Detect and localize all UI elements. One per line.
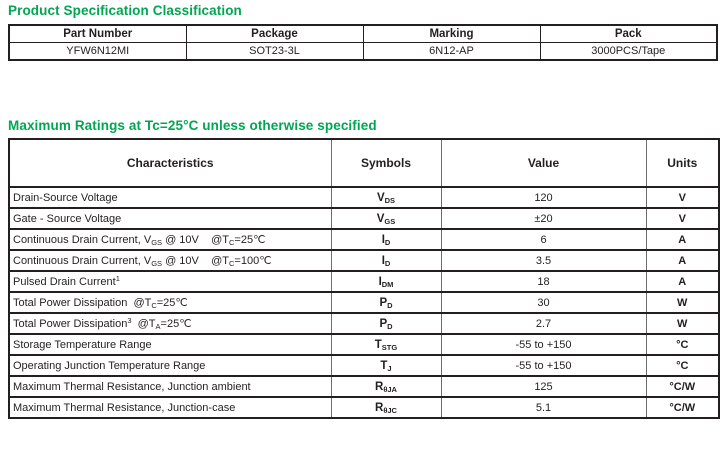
characteristic-cell: Total Power Dissipation @TC=25℃ <box>8 291 332 314</box>
characteristic-cell: Gate - Source Voltage <box>8 207 332 230</box>
value-cell: 3.5 <box>440 249 647 272</box>
value-cell: 2.7 <box>440 312 647 335</box>
units-cell: W <box>645 291 720 314</box>
package-cell: SOT23-3L <box>185 41 364 61</box>
units-cell: A <box>645 249 720 272</box>
value-cell: -55 to +150 <box>440 354 647 377</box>
max-ratings-table: Characteristics Symbols Value Units Drai… <box>8 138 720 419</box>
characteristic-cell: Continuous Drain Current, VGS @ 10V @TC=… <box>8 228 332 251</box>
col-header-value: Value <box>440 138 647 188</box>
part-number-cell: YFW6N12MI <box>8 41 187 61</box>
characteristic-cell: Drain-Source Voltage <box>8 186 332 209</box>
value-cell: -55 to +150 <box>440 333 647 356</box>
value-cell: 30 <box>440 291 647 314</box>
table-row: Continuous Drain Current, VGS @ 10V @TC=… <box>8 228 720 251</box>
table-row: Drain-Source Voltage VDS 120 V <box>8 186 720 209</box>
table-row: Operating Junction Temperature Range TJ … <box>8 354 720 377</box>
table-row: Maximum Thermal Resistance, Junction-cas… <box>8 396 720 419</box>
col-header-package: Package <box>185 24 364 43</box>
product-spec-data-row: YFW6N12MI SOT23-3L 6N12-AP 3000PCS/Tape <box>8 41 718 61</box>
symbol-cell: RθJA <box>330 375 442 398</box>
table-row: Storage Temperature Range TSTG -55 to +1… <box>8 333 720 356</box>
units-cell: °C/W <box>645 396 720 419</box>
characteristic-cell: Operating Junction Temperature Range <box>8 354 332 377</box>
symbol-cell: ID <box>330 249 442 272</box>
product-spec-table: Part Number Package Marking Pack YFW6N12… <box>8 24 718 61</box>
col-header-characteristics: Characteristics <box>8 138 332 188</box>
symbol-cell: TJ <box>330 354 442 377</box>
characteristic-cell: Pulsed Drain Current1 <box>8 270 332 293</box>
col-header-symbols: Symbols <box>330 138 442 188</box>
symbol-cell: PD <box>330 291 442 314</box>
units-cell: °C <box>645 333 720 356</box>
characteristic-cell: Total Power Dissipation3 @TA=25℃ <box>8 312 332 335</box>
value-cell: 18 <box>440 270 647 293</box>
units-cell: °C <box>645 354 720 377</box>
value-cell: 120 <box>440 186 647 209</box>
col-header-pack: Pack <box>539 24 718 43</box>
table-row: Maximum Thermal Resistance, Junction amb… <box>8 375 720 398</box>
symbol-cell: PD <box>330 312 442 335</box>
units-cell: V <box>645 186 720 209</box>
table-row: Continuous Drain Current, VGS @ 10V @TC=… <box>8 249 720 272</box>
table-row: Total Power Dissipation3 @TA=25℃ PD 2.7 … <box>8 312 720 335</box>
characteristic-cell: Maximum Thermal Resistance, Junction amb… <box>8 375 332 398</box>
symbol-cell: RθJC <box>330 396 442 419</box>
product-spec-header-row: Part Number Package Marking Pack <box>8 24 718 43</box>
characteristic-cell: Continuous Drain Current, VGS @ 10V @TC=… <box>8 249 332 272</box>
units-cell: V <box>645 207 720 230</box>
col-header-marking: Marking <box>362 24 541 43</box>
units-cell: W <box>645 312 720 335</box>
symbol-cell: VGS <box>330 207 442 230</box>
col-header-units: Units <box>645 138 720 188</box>
symbol-cell: VDS <box>330 186 442 209</box>
table-row: Pulsed Drain Current1 IDM 18 A <box>8 270 720 293</box>
value-cell: 5.1 <box>440 396 647 419</box>
value-cell: ±20 <box>440 207 647 230</box>
max-ratings-header-row: Characteristics Symbols Value Units <box>8 138 720 188</box>
value-cell: 125 <box>440 375 647 398</box>
symbol-cell: TSTG <box>330 333 442 356</box>
value-cell: 6 <box>440 228 647 251</box>
units-cell: A <box>645 270 720 293</box>
symbol-cell: ID <box>330 228 442 251</box>
characteristic-cell: Storage Temperature Range <box>8 333 332 356</box>
units-cell: °C/W <box>645 375 720 398</box>
table-row: Gate - Source Voltage VGS ±20 V <box>8 207 720 230</box>
characteristic-cell: Maximum Thermal Resistance, Junction-cas… <box>8 396 332 419</box>
marking-cell: 6N12-AP <box>362 41 541 61</box>
table-row: Total Power Dissipation @TC=25℃ PD 30 W <box>8 291 720 314</box>
symbol-cell: IDM <box>330 270 442 293</box>
datasheet-page: Product Specification Classification Par… <box>8 3 720 419</box>
product-spec-title: Product Specification Classification <box>8 3 242 18</box>
units-cell: A <box>645 228 720 251</box>
col-header-part-number: Part Number <box>8 24 187 43</box>
pack-cell: 3000PCS/Tape <box>539 41 718 61</box>
max-ratings-title: Maximum Ratings at Tc=25°C unless otherw… <box>8 118 377 133</box>
